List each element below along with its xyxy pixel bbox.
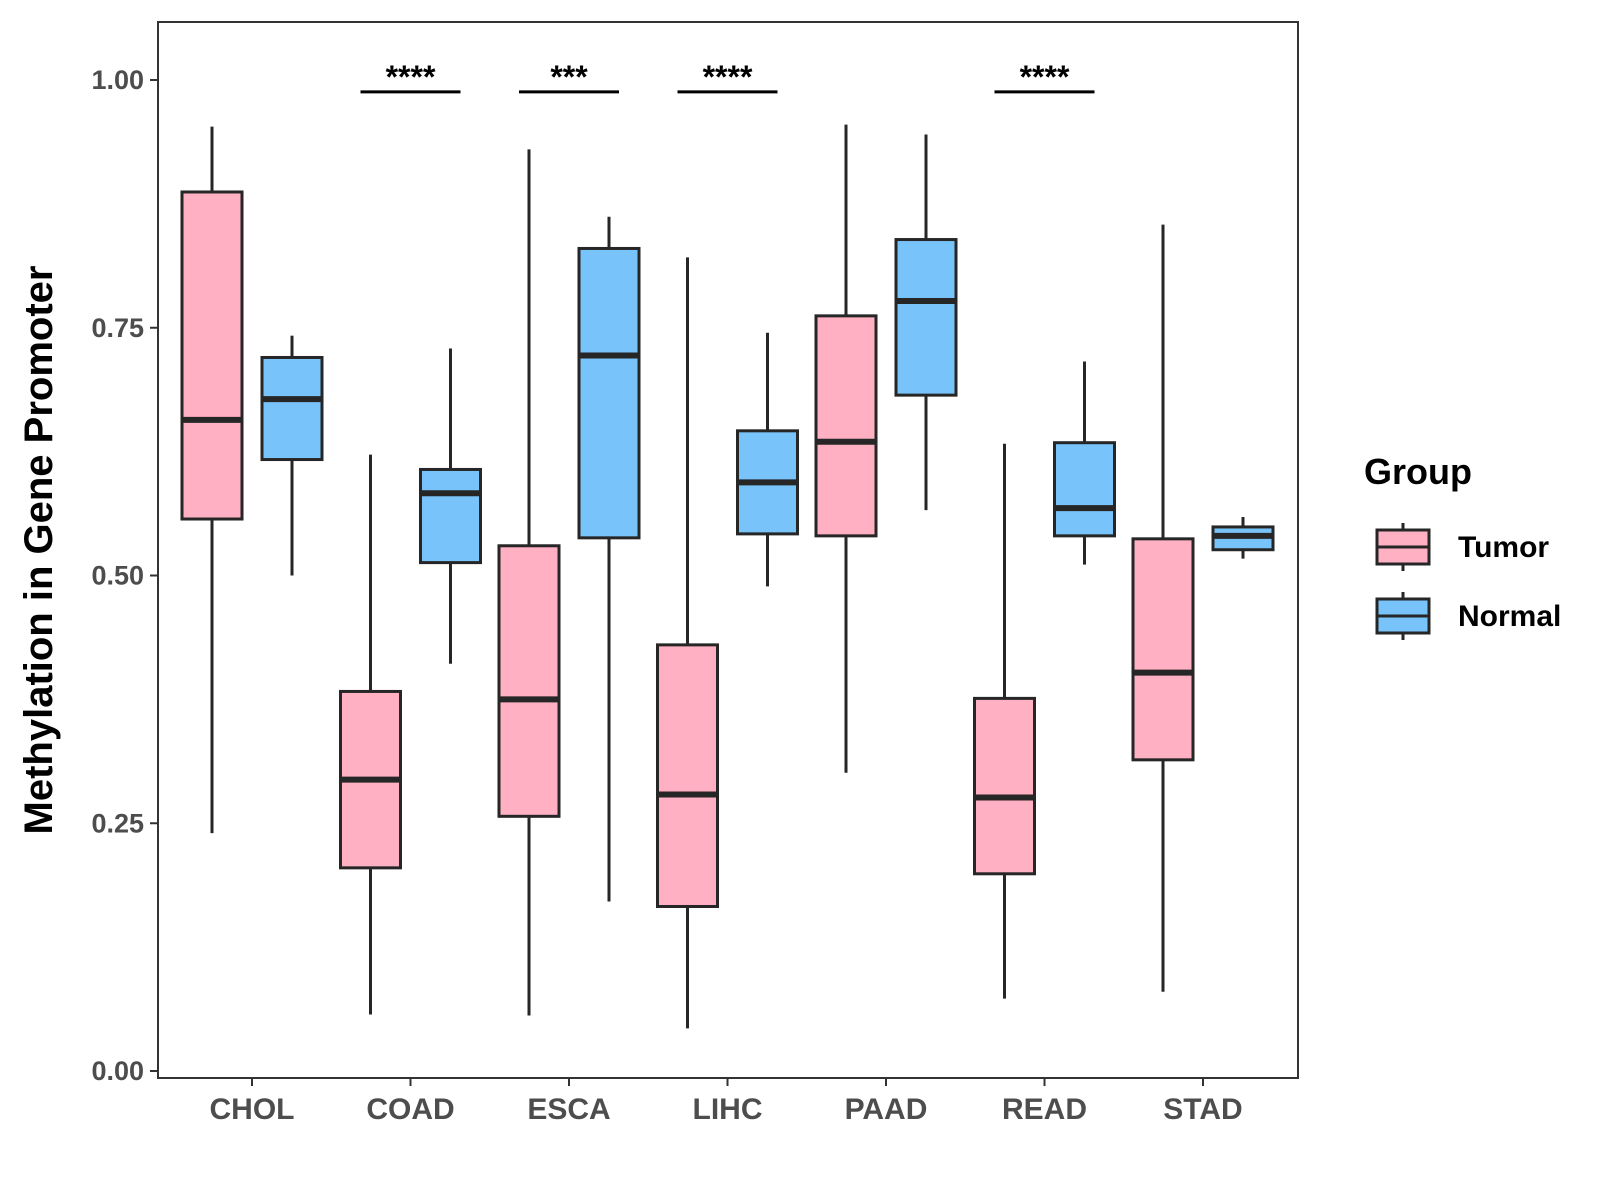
x-axis: CHOL COAD ESCA LIHC PAAD READ STAD <box>210 1078 1243 1126</box>
y-tick-label: 0.25 <box>91 808 144 838</box>
y-tick-label: 0.75 <box>91 313 144 343</box>
box-tumor-stad <box>1131 224 1195 992</box>
legend: Group Tumor Normal <box>1364 451 1561 640</box>
box-body <box>814 314 878 538</box>
x-tick-label: STAD <box>1163 1093 1242 1126</box>
box-tumor-coad <box>339 454 402 1015</box>
legend-title: Group <box>1364 451 1472 492</box>
box-tumor-paad <box>814 124 878 773</box>
significance-label: **** <box>386 59 436 95</box>
box-body <box>656 643 719 908</box>
x-tick-label: READ <box>1002 1093 1087 1126</box>
legend-label: Normal <box>1458 600 1561 633</box>
box-body <box>419 467 482 565</box>
significance-label: *** <box>550 59 588 95</box>
legend-label: Tumor <box>1458 531 1549 564</box>
x-tick-label: ESCA <box>527 1093 610 1126</box>
box-series <box>180 124 1275 1029</box>
x-tick-label: LIHC <box>693 1093 763 1126</box>
box-tumor-esca <box>497 149 561 1016</box>
significance-label: **** <box>1020 59 1070 95</box>
y-tick-label: 1.00 <box>91 65 144 95</box>
box-body <box>894 238 958 397</box>
box-tumor-chol <box>180 126 244 834</box>
box-normal-chol <box>260 335 324 576</box>
box-normal-paad <box>894 134 958 511</box>
y-tick-label: 0.00 <box>91 1056 144 1086</box>
box-normal-coad <box>419 348 482 664</box>
box-body <box>1131 537 1195 762</box>
significance-annotations: **** *** **** **** <box>360 59 1095 95</box>
x-tick-label: PAAD <box>845 1093 928 1126</box>
plot-panel <box>157 21 1299 1079</box>
box-normal-esca <box>577 216 641 902</box>
x-tick-label: COAD <box>366 1093 454 1126</box>
box-body <box>973 696 1036 876</box>
legend-item-normal: Normal <box>1375 592 1561 640</box>
legend-item-tumor: Tumor <box>1375 523 1549 571</box>
y-tick-label: 0.50 <box>91 561 144 591</box>
box-normal-lihc <box>736 332 799 587</box>
box-body <box>180 190 244 521</box>
box-tumor-lihc <box>656 257 719 1029</box>
box-body <box>577 246 641 540</box>
y-axis: 0.00 0.25 0.50 0.75 1.00 <box>91 65 158 1086</box>
box-body <box>260 355 324 462</box>
significance-label: **** <box>703 59 753 95</box>
x-tick-label: CHOL <box>210 1093 295 1126</box>
y-axis-label: Methylation in Gene Promoter <box>17 266 61 835</box>
box-body <box>1053 441 1116 538</box>
box-normal-stad <box>1211 517 1275 559</box>
box-normal-read <box>1053 361 1116 565</box>
box-tumor-read <box>973 443 1036 999</box>
box-body <box>497 544 561 818</box>
